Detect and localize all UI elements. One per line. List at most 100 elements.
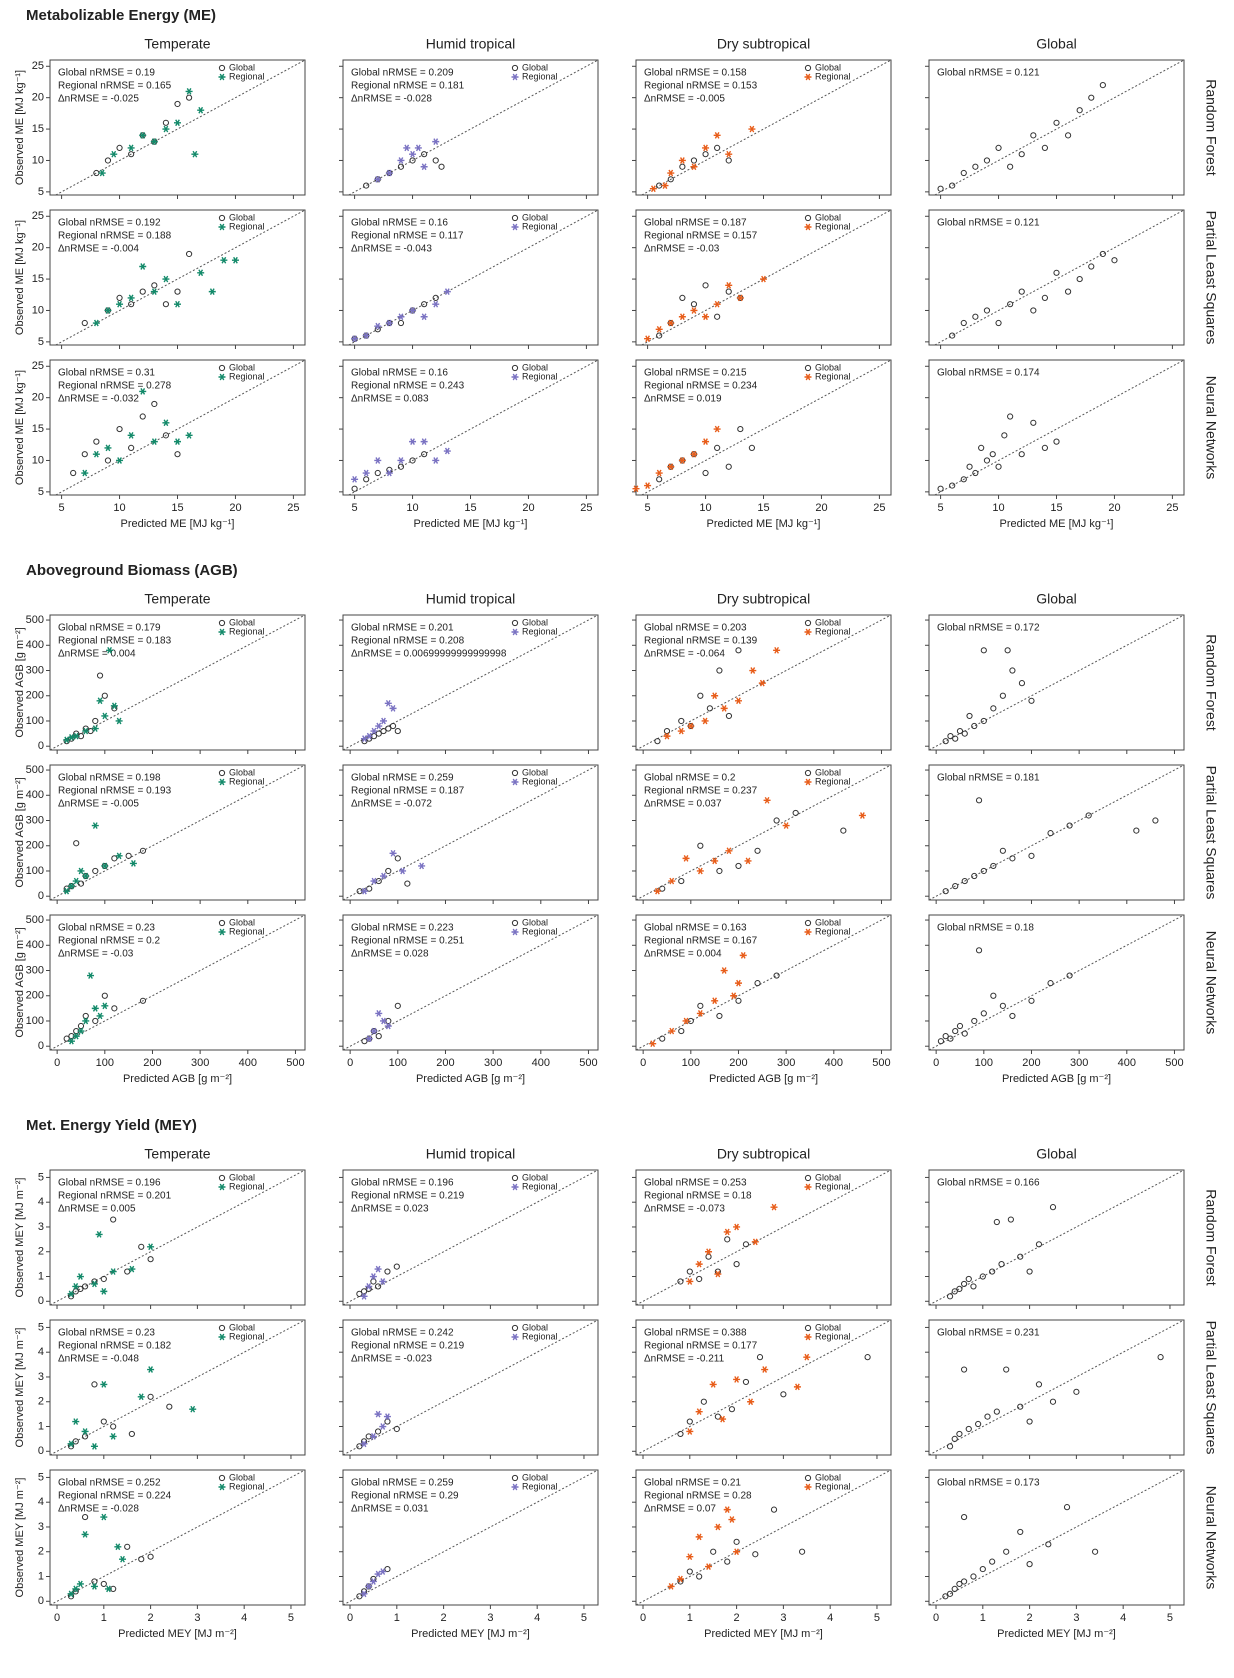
panel-frame: [635, 1469, 892, 1606]
global-point: [956, 1580, 963, 1588]
x-tick-label: 10: [699, 502, 711, 514]
global-point: [864, 1354, 871, 1361]
regional-point: [511, 778, 519, 786]
global-point: [185, 94, 193, 101]
regional-point: [397, 313, 405, 321]
global-point: [690, 301, 698, 308]
y-tick-label: 20: [32, 242, 44, 254]
panel-frame: [49, 914, 306, 1051]
regional-point: [139, 388, 147, 395]
x-tick-label: 0: [347, 1057, 353, 1069]
global-point: [101, 992, 108, 999]
y-axis-label: Observed MEY [MJ m⁻²]: [14, 1328, 26, 1448]
global-point: [667, 176, 674, 183]
global-point: [374, 1283, 382, 1290]
y-tick-label: 5: [38, 336, 44, 348]
metric-annotation: Global nRMSE = 0.16: [351, 368, 448, 379]
metric-annotation: Global nRMSE = 0.16: [351, 218, 448, 229]
metric-annotation: ΔnRMSE = -0.043: [351, 244, 432, 255]
metric-annotation: Regional nRMSE = 0.234: [644, 381, 758, 392]
legend-label: Global: [229, 917, 255, 927]
global-point: [139, 997, 147, 1004]
x-tick-label: 5: [874, 1612, 880, 1624]
global-point: [166, 1403, 173, 1410]
regional-point: [100, 1288, 108, 1295]
global-point: [1064, 288, 1072, 295]
regional-point: [511, 223, 519, 231]
metric-annotation: Regional nRMSE = 0.2: [58, 936, 160, 947]
global-point: [677, 1278, 684, 1285]
regional-point: [804, 73, 812, 81]
metric-annotation: Regional nRMSE = 0.251: [351, 936, 465, 947]
regional-point: [644, 335, 652, 343]
column-title: Humid tropical: [426, 1146, 515, 1162]
x-tick-label: 100: [682, 1057, 700, 1069]
global-point: [384, 1268, 391, 1275]
regional-point: [734, 979, 742, 987]
global-point: [92, 867, 99, 875]
y-tick-label: 20: [32, 392, 44, 404]
global-point: [404, 880, 411, 887]
regional-point: [702, 438, 710, 445]
regional-point: [653, 887, 661, 895]
legend-label: Regional: [815, 626, 851, 636]
global-point: [116, 425, 123, 433]
metric-annotation: Global nRMSE = 0.198: [58, 773, 161, 784]
regional-point: [365, 1035, 373, 1043]
global-point: [678, 877, 685, 885]
regional-point: [106, 646, 114, 654]
regional-point: [690, 307, 698, 314]
global-point: [952, 735, 959, 742]
x-tick-label: 0: [54, 1057, 60, 1069]
global-point: [724, 1558, 731, 1565]
x-tick-label: 0: [933, 1612, 939, 1624]
panel-frame: [342, 614, 599, 751]
x-tick-label: 3: [487, 1612, 493, 1624]
global-point: [93, 438, 100, 445]
global-point: [716, 867, 723, 875]
global-point: [511, 769, 519, 777]
global-point: [702, 282, 709, 289]
global-point: [73, 840, 80, 847]
legend-label: Global: [229, 617, 255, 627]
global-point: [804, 364, 812, 372]
panel-frame: [635, 764, 892, 901]
x-tick-label: 20: [522, 502, 534, 514]
global-point: [185, 250, 193, 258]
global-point: [724, 1236, 731, 1243]
x-tick-label: 15: [171, 502, 183, 514]
regional-point: [162, 275, 170, 283]
global-point: [1017, 1528, 1024, 1536]
global-point: [754, 847, 761, 854]
global-point: [748, 444, 756, 452]
one-to-one-line: [928, 1469, 1185, 1606]
global-point: [989, 451, 996, 458]
global-point: [366, 885, 373, 892]
legend-label: Regional: [815, 221, 851, 231]
regional-point: [137, 1393, 145, 1401]
metric-annotation: ΔnRMSE = -0.023: [351, 1354, 432, 1365]
y-tick-label: 5: [38, 1171, 44, 1183]
x-tick-label: 10: [406, 502, 418, 514]
global-point: [965, 1425, 972, 1433]
global-point: [663, 727, 671, 735]
regional-point: [414, 144, 422, 152]
regional-point: [100, 1513, 108, 1521]
regional-point: [139, 131, 147, 139]
metric-annotation: Global nRMSE = 0.172: [937, 623, 1040, 634]
regional-point: [676, 1575, 684, 1583]
legend-label: Global: [815, 62, 841, 72]
metric-annotation: Global nRMSE = 0.18: [937, 923, 1034, 934]
global-point: [421, 301, 428, 308]
regional-point: [383, 1413, 391, 1420]
x-tick-label: 400: [532, 1057, 550, 1069]
y-tick-label: 10: [32, 304, 44, 316]
regional-point: [804, 1333, 812, 1341]
regional-point: [720, 967, 728, 974]
one-to-one-line: [49, 914, 306, 1051]
metric-annotation: ΔnRMSE = 0.019: [644, 394, 722, 405]
regional-point: [147, 1366, 155, 1373]
global-point: [971, 722, 978, 730]
regional-point: [384, 1022, 392, 1030]
regional-point: [409, 438, 417, 445]
